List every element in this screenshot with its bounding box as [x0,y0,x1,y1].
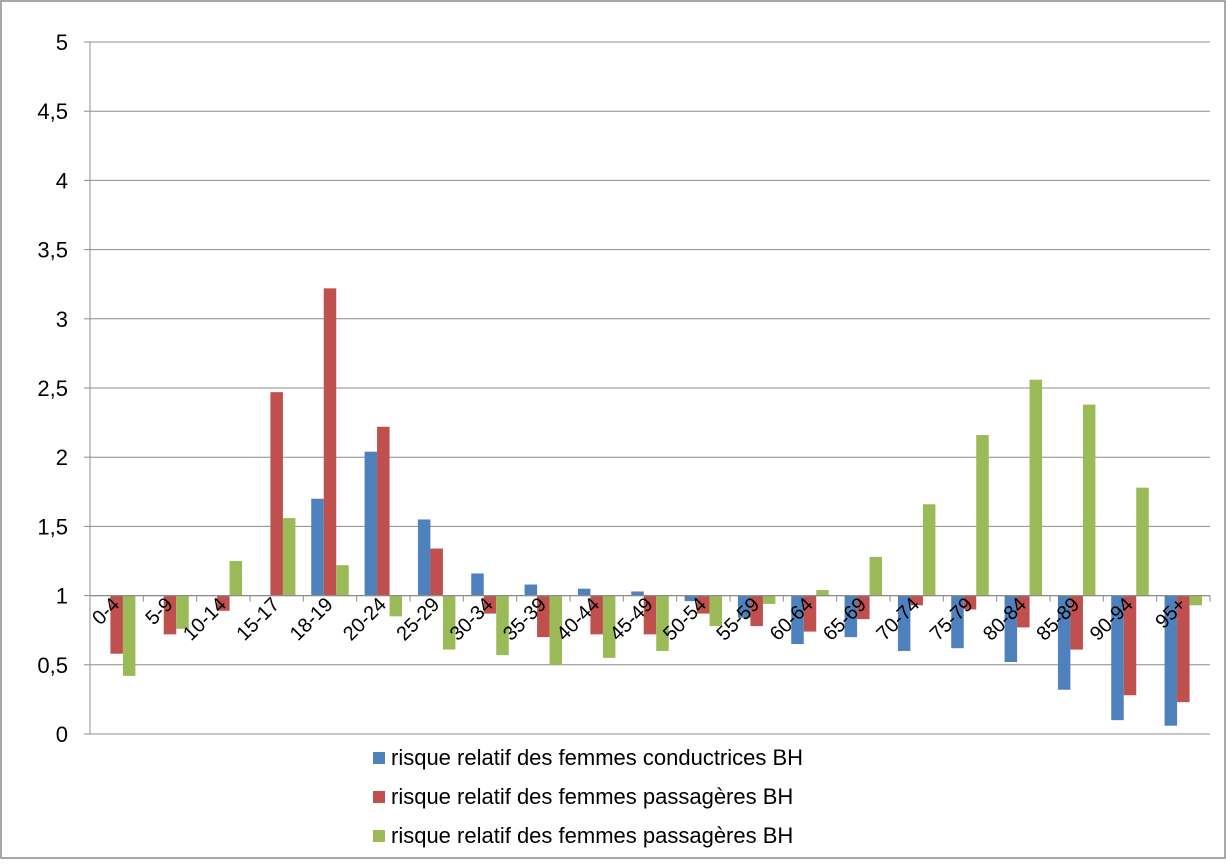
bar-series-3 [1082,404,1096,596]
bar-series-2 [910,595,923,606]
bar-series-3 [602,595,616,658]
bar-series-3 [122,595,136,676]
bar-series-3 [1136,487,1149,596]
y-tick-label: 2,5 [37,376,68,401]
y-tick-label: 4 [56,168,68,193]
bar-series-1 [1164,595,1178,726]
bar-series-3 [922,504,936,596]
bar-series-1 [524,584,538,596]
y-tick-label: 3 [56,307,68,332]
bar-series-1 [844,595,858,638]
bar-series-3 [1189,595,1203,606]
baseline-axis [89,594,1211,602]
bar-series-3 [869,556,883,596]
y-tick-label: 5 [56,30,68,55]
bar-series-3 [282,518,296,596]
bar-series-2 [163,595,177,635]
bar-series-2 [323,288,337,596]
bar-series-2 [217,595,230,611]
bar-series-1 [951,595,964,649]
bar-series-3 [709,595,723,627]
bar-series-3 [816,590,829,596]
bar-series-1 [791,595,804,645]
bar-series-1 [577,588,591,596]
y-tick-label: 4,5 [37,99,68,124]
bar-series-2 [1177,595,1190,703]
bar-series-3 [656,595,669,651]
bar-series-2 [750,595,763,627]
y-tick-label: 3,5 [37,238,68,263]
bar-series-1 [684,595,698,602]
legend-label: risque relatif des femmes passagères BH [391,784,793,809]
bar-series-1 [737,595,751,618]
bar-series-2 [1070,595,1083,650]
bar-series-2 [963,595,977,610]
bar-series-3 [496,595,509,656]
y-axis: 0 0,5 1 1,5 2 2,5 3 3,5 4 4,5 5 [37,30,91,747]
legend-swatch [373,830,385,842]
bar-series-1 [471,573,484,596]
bar-series-2 [110,595,123,654]
y-tick-label: 2 [56,445,68,470]
y-tick-label: 0 [56,722,68,747]
legend-label: risque relatif des femmes passagères BH [391,823,793,848]
bar-series-1 [1057,595,1071,690]
bar-series-2 [270,392,283,596]
bar-series-2 [697,595,710,614]
bar-series-3 [336,565,349,596]
bar-series-2 [1123,595,1137,696]
bar-series-2 [857,595,870,620]
bar-series-2 [483,595,497,614]
bar-series-2 [590,595,603,635]
gridlines [90,41,1210,735]
y-tick-label: 0,5 [37,653,68,678]
bar-series-3 [442,595,456,650]
bar-series-3 [229,561,243,596]
bar-series-3 [1029,379,1043,596]
legend-swatch [373,791,385,803]
bar-series-2 [643,595,657,635]
bar-series-3 [549,595,563,665]
legend-swatch [373,752,385,764]
bar-series-2 [803,595,817,632]
bar-series-2 [1017,595,1030,628]
bar-series-2 [537,595,550,638]
bar-series-1 [1111,595,1124,721]
bar-series-3 [976,435,989,596]
bar-series-3 [389,595,403,617]
bar-series-2 [430,548,443,596]
bar-series-1 [364,451,378,596]
bar-series-1 [897,595,911,651]
bar-series-3 [176,595,189,629]
legend-label: risque relatif des femmes conductrices B… [391,745,803,770]
bar-series-3 [762,595,776,604]
legend: risque relatif des femmes conductrices B… [373,745,803,848]
bar-series-1 [417,519,431,596]
bar-series-1 [631,591,644,596]
bars [110,288,1203,726]
bar-series-1 [311,498,324,596]
bar-series-1 [1004,595,1018,663]
bar-series-2 [377,426,390,596]
y-tick-label: 1 [56,584,68,609]
y-tick-label: 1,5 [37,514,68,539]
